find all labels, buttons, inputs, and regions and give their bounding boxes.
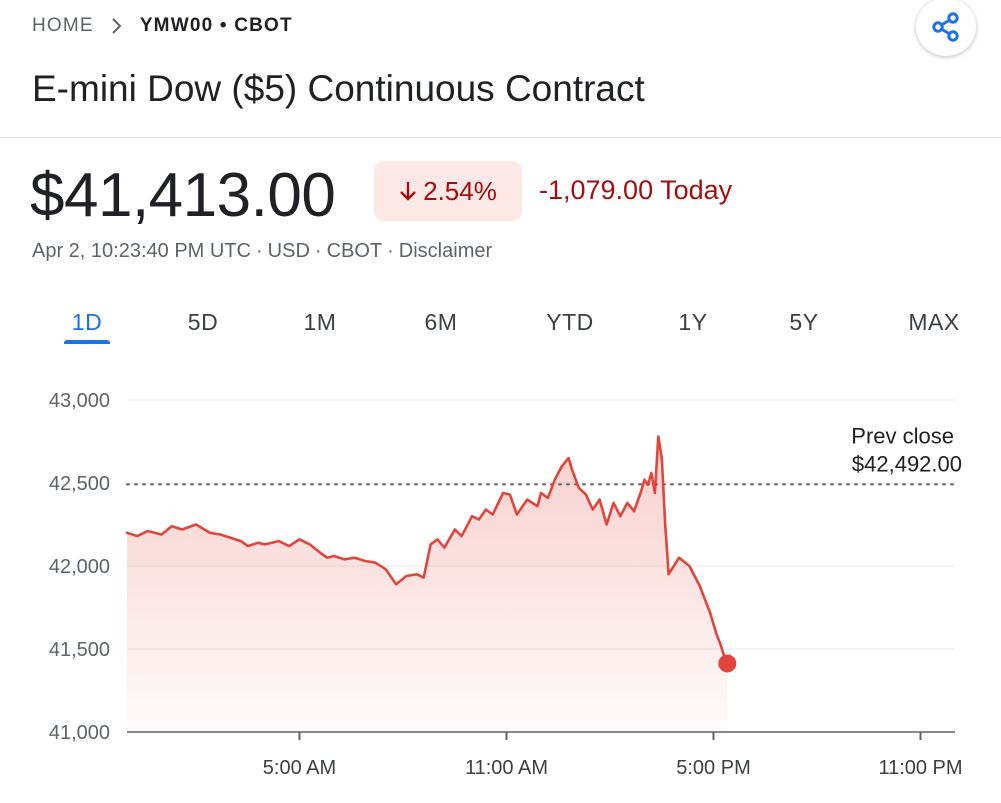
x-tick-label-0: 5:00 AM xyxy=(263,757,336,779)
prev-close-label: Prev close xyxy=(851,423,954,448)
tab-5y[interactable]: 5Y xyxy=(789,309,819,335)
y-tick-label-41000: 41,000 xyxy=(49,722,110,744)
tab-1d[interactable]: 1D xyxy=(71,309,103,335)
intraday-price-chart[interactable]: 43,000 42,500 42,000 41,500 41,000 5:00 AM 11:… xyxy=(0,375,1001,803)
header-divider xyxy=(0,137,1001,138)
tab-1y[interactable]: 1Y xyxy=(678,309,708,335)
breadcrumb: HOME YMW00 • CBOT xyxy=(32,12,293,40)
breadcrumb-home-link[interactable]: HOME xyxy=(32,15,94,36)
last-price-point xyxy=(718,654,737,673)
tab-ytd[interactable]: YTD xyxy=(546,309,594,335)
chevron-right-icon xyxy=(102,16,132,36)
quote-meta: Apr 2, 10:23:40 PM UTC · USD · CBOT · Disclaim… xyxy=(32,240,493,262)
percent-change-badge: 2.54% xyxy=(374,161,522,221)
quote-timestamp: Apr 2, 10:23:40 PM UTC xyxy=(32,240,251,262)
change-today: -1,079.00 Today xyxy=(539,175,733,205)
y-tick-label-43000: 43,000 xyxy=(49,390,110,412)
prev-close-value: $42,492.00 xyxy=(852,451,962,476)
tab-1m[interactable]: 1M xyxy=(303,309,337,335)
price-line xyxy=(125,435,729,665)
x-tick-label-3: 11:00 PM xyxy=(878,757,962,779)
y-tick-label-41500: 41,500 xyxy=(49,639,110,661)
quote-currency: USD xyxy=(267,240,310,262)
active-tab-indicator xyxy=(64,340,110,344)
page-title: E-mini Dow ($5) Continuous Contract xyxy=(32,68,645,109)
disclaimer-link[interactable]: Disclaimer xyxy=(398,240,493,262)
range-tabs: 1D 5D 1M 6M YTD 1Y 5Y MAX xyxy=(28,300,998,350)
current-price: $41,413.00 xyxy=(30,161,336,230)
tab-max[interactable]: MAX xyxy=(908,309,960,335)
y-tick-label-42500: 42,500 xyxy=(49,473,110,495)
x-tick-label-2: 5:00 PM xyxy=(676,757,750,779)
y-tick-label-42000: 42,000 xyxy=(49,556,110,578)
percent-change-value: 2.54% xyxy=(423,175,497,206)
breadcrumb-current: YMW00 • CBOT xyxy=(139,15,293,36)
x-tick-label-1: 11:00 AM xyxy=(465,757,548,779)
price-area-fill xyxy=(127,436,728,732)
quote-exchange: CBOT xyxy=(326,240,383,262)
share-icon xyxy=(932,12,959,42)
share-button[interactable] xyxy=(916,0,976,56)
arrow-down-icon xyxy=(399,180,417,202)
tab-6m[interactable]: 6M xyxy=(424,309,458,335)
tab-5d[interactable]: 5D xyxy=(187,309,219,335)
